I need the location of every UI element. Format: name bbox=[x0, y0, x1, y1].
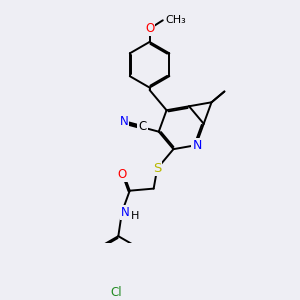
Text: C: C bbox=[138, 120, 147, 133]
Text: N: N bbox=[121, 206, 130, 219]
Text: Cl: Cl bbox=[110, 286, 122, 299]
Text: N: N bbox=[119, 115, 128, 128]
Text: CH₃: CH₃ bbox=[165, 15, 186, 25]
Text: H: H bbox=[131, 211, 139, 221]
Text: O: O bbox=[145, 22, 154, 35]
Text: O: O bbox=[117, 168, 127, 181]
Text: S: S bbox=[153, 162, 161, 175]
Text: N: N bbox=[192, 139, 202, 152]
